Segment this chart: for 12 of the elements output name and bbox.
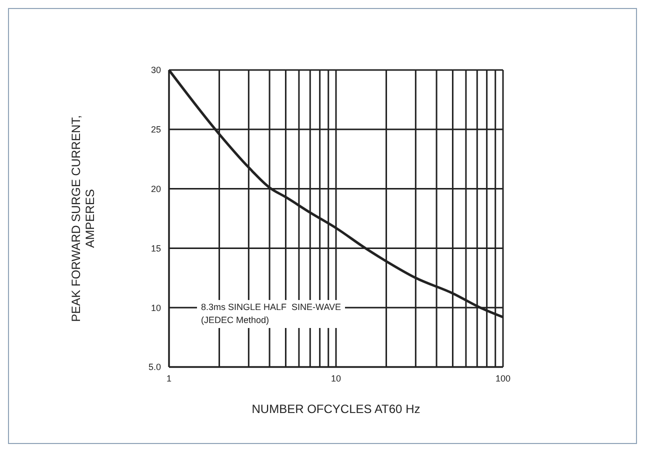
y-tick-label: 25 bbox=[150, 124, 161, 135]
annotation: 8.3ms SINGLE HALF SINE-WAVE (JEDEC Method) bbox=[197, 300, 346, 328]
x-axis-title: NUMBER OFCYCLES AT60 Hz bbox=[252, 402, 420, 416]
y-tick-label: 20 bbox=[150, 184, 161, 194]
y-tick-label: 10 bbox=[150, 302, 161, 313]
x-tick-label: 10 bbox=[330, 373, 342, 384]
y-tick-label: 30 bbox=[150, 65, 161, 76]
x-tick-label: 100 bbox=[495, 373, 511, 384]
y-tick-label: 5.0 bbox=[148, 362, 161, 372]
x-tick-label: 1 bbox=[166, 373, 172, 384]
y-axis-title: PEAK FORWARD SURGE CURRENT, AMPERES bbox=[69, 115, 97, 322]
y-tick-label: 15 bbox=[150, 243, 161, 254]
